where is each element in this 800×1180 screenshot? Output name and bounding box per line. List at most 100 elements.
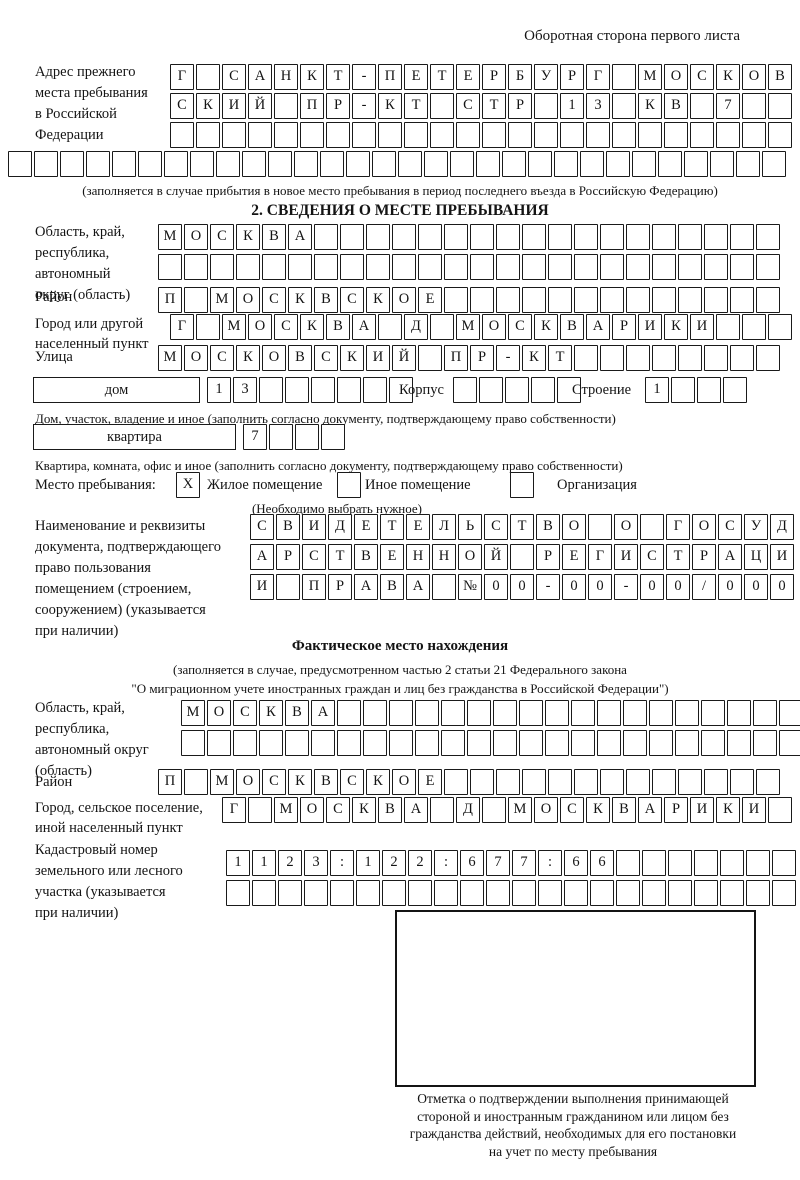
char-cell[interactable]: О <box>248 314 272 340</box>
char-cell[interactable]: О <box>207 700 231 726</box>
char-cell[interactable] <box>304 880 328 906</box>
char-cell[interactable]: К <box>236 224 260 250</box>
char-cell[interactable] <box>389 700 413 726</box>
char-cell[interactable] <box>736 151 760 177</box>
char-cell[interactable] <box>262 254 286 280</box>
char-cell[interactable] <box>730 254 754 280</box>
char-cell[interactable] <box>512 880 536 906</box>
char-cell[interactable]: Д <box>770 514 794 540</box>
char-cell[interactable]: С <box>302 544 326 570</box>
char-cell[interactable]: П <box>444 345 468 371</box>
char-cell[interactable]: К <box>300 314 324 340</box>
char-cell[interactable] <box>233 730 257 756</box>
char-cell[interactable]: 1 <box>645 377 669 403</box>
char-cell[interactable] <box>207 730 231 756</box>
stay-type-checkbox-org[interactable] <box>510 472 534 498</box>
char-cell[interactable]: : <box>538 850 562 876</box>
char-cell[interactable]: 0 <box>484 574 508 600</box>
char-cell[interactable] <box>642 880 666 906</box>
char-cell[interactable]: В <box>326 314 350 340</box>
char-cell[interactable] <box>460 880 484 906</box>
char-cell[interactable] <box>415 700 439 726</box>
char-cell[interactable] <box>510 544 534 570</box>
char-cell[interactable]: 2 <box>382 850 406 876</box>
char-cell[interactable] <box>704 287 728 313</box>
char-cell[interactable]: - <box>352 93 376 119</box>
char-cell[interactable] <box>522 224 546 250</box>
char-cell[interactable] <box>321 424 345 450</box>
char-cell[interactable] <box>600 254 624 280</box>
char-cell[interactable] <box>86 151 110 177</box>
char-cell[interactable] <box>600 769 624 795</box>
char-cell[interactable] <box>181 730 205 756</box>
char-cell[interactable]: И <box>770 544 794 570</box>
char-cell[interactable] <box>626 345 650 371</box>
char-cell[interactable] <box>574 287 598 313</box>
char-cell[interactable]: О <box>692 514 716 540</box>
char-cell[interactable] <box>626 224 650 250</box>
char-cell[interactable] <box>337 472 361 498</box>
char-cell[interactable]: 0 <box>588 574 612 600</box>
char-cell[interactable]: В <box>354 544 378 570</box>
char-cell[interactable]: С <box>456 93 480 119</box>
char-cell[interactable]: П <box>158 287 182 313</box>
char-cell[interactable] <box>548 769 572 795</box>
char-cell[interactable]: Р <box>276 544 300 570</box>
char-cell[interactable]: 1 <box>226 850 250 876</box>
char-cell[interactable] <box>248 122 272 148</box>
char-cell[interactable] <box>534 122 558 148</box>
char-cell[interactable]: А <box>248 64 272 90</box>
char-cell[interactable] <box>678 287 702 313</box>
char-cell[interactable] <box>470 254 494 280</box>
char-cell[interactable] <box>586 122 610 148</box>
char-cell[interactable] <box>382 880 406 906</box>
char-cell[interactable] <box>444 224 468 250</box>
char-cell[interactable]: В <box>380 574 404 600</box>
char-cell[interactable] <box>242 151 266 177</box>
char-cell[interactable] <box>548 224 572 250</box>
char-cell[interactable] <box>311 730 335 756</box>
char-cell[interactable] <box>346 151 370 177</box>
char-cell[interactable]: 0 <box>770 574 794 600</box>
char-cell[interactable] <box>612 122 636 148</box>
stay-type-checkbox-zhiloe[interactable]: X <box>176 472 200 498</box>
char-cell[interactable] <box>430 797 454 823</box>
char-cell[interactable]: 2 <box>278 850 302 876</box>
char-cell[interactable] <box>285 377 309 403</box>
char-cell[interactable]: О <box>392 769 416 795</box>
char-cell[interactable] <box>444 287 468 313</box>
actual-region-row-2[interactable] <box>181 730 800 756</box>
char-cell[interactable] <box>678 769 702 795</box>
char-cell[interactable] <box>560 122 584 148</box>
document-row-3[interactable]: И П Р А В А № 0 0-0 0-0 0/0 0 0 <box>250 574 794 600</box>
char-cell[interactable] <box>779 700 800 726</box>
char-cell[interactable] <box>470 769 494 795</box>
char-cell[interactable]: В <box>768 64 792 90</box>
char-cell[interactable]: Т <box>326 64 350 90</box>
char-cell[interactable] <box>574 224 598 250</box>
char-cell[interactable]: Е <box>562 544 586 570</box>
char-cell[interactable]: В <box>536 514 560 540</box>
char-cell[interactable]: В <box>288 345 312 371</box>
char-cell[interactable] <box>545 730 569 756</box>
char-cell[interactable]: С <box>560 797 584 823</box>
char-cell[interactable]: К <box>378 93 402 119</box>
char-cell[interactable]: М <box>456 314 480 340</box>
char-cell[interactable] <box>746 880 770 906</box>
char-cell[interactable]: - <box>614 574 638 600</box>
char-cell[interactable]: - <box>496 345 520 371</box>
char-cell[interactable]: О <box>300 797 324 823</box>
char-cell[interactable]: Т <box>404 93 428 119</box>
apartment-cells[interactable]: 7 <box>243 424 345 450</box>
char-cell[interactable]: С <box>250 514 274 540</box>
char-cell[interactable] <box>675 730 699 756</box>
char-cell[interactable]: Р <box>692 544 716 570</box>
char-cell[interactable] <box>730 345 754 371</box>
char-cell[interactable] <box>441 730 465 756</box>
char-cell[interactable] <box>571 700 595 726</box>
char-cell[interactable]: У <box>744 514 768 540</box>
